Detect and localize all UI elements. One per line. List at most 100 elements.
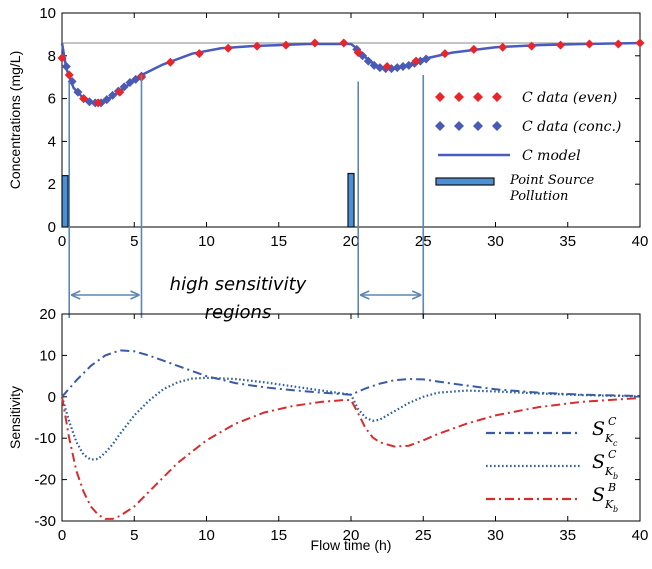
c-data-conc-point	[73, 87, 83, 97]
sensitivity-legend-sup: C	[608, 448, 617, 461]
concentration-y-tick-label: 4	[48, 133, 56, 150]
c-data-conc-point	[421, 54, 431, 64]
sensitivity-legend-sup: B	[607, 481, 616, 494]
legend-diamond	[454, 92, 464, 102]
s-kb-b-line	[61, 396, 641, 520]
concentration-x-tick-label: 10	[198, 233, 215, 250]
c-data-even-point	[310, 38, 320, 48]
sensitivity-region-markers	[68, 75, 425, 318]
s-kc-c-line	[61, 349, 641, 398]
c-data-conc-point	[398, 62, 408, 71]
sensitivity-axis-ticks: 0 5 10 15 20 25 30 35 40 -30 -20 -10 0 10 20	[34, 306, 648, 544]
c-data-conc-point	[392, 63, 402, 73]
c-data-conc-point	[61, 62, 71, 71]
concentration-series	[57, 38, 645, 108]
flow-time-x-axis-label: Flow time (h)	[311, 537, 392, 553]
concentration-x-tick-label: 0	[58, 233, 66, 250]
c-data-even-point	[440, 49, 450, 59]
concentration-x-tick-label: 40	[632, 233, 649, 250]
c-data-even-point	[252, 41, 262, 51]
legend-diamond	[492, 92, 502, 102]
c-data-even-point	[498, 42, 508, 52]
sensitivity-x-tick-label: 40	[632, 527, 649, 544]
legend-diamond	[454, 121, 464, 131]
c-data-even-point	[584, 39, 594, 49]
c-data-even-point	[556, 40, 566, 50]
sensitivity-y-tick-label: -20	[34, 472, 56, 489]
c-data-even-point	[382, 62, 392, 71]
region-arrowhead-left	[70, 290, 81, 300]
legend-diamond	[435, 92, 445, 102]
legend-label: C model	[522, 148, 581, 164]
sensitivity-legend-label: S	[592, 418, 605, 440]
sensitivity-legend-label: S	[592, 451, 605, 473]
sensitivity-x-tick-label: 15	[270, 527, 287, 544]
c-data-conc-point	[102, 95, 112, 105]
region-arrowhead-left	[359, 290, 370, 300]
point-source-bars	[61, 172, 355, 228]
point-source-bar	[61, 175, 69, 228]
c-data-even-point	[339, 38, 349, 48]
region-arrowhead-right	[411, 290, 422, 300]
c-data-even-point	[93, 98, 103, 108]
legend-label: C data (even)	[522, 90, 617, 106]
sensitivity-x-tick-label: 20	[343, 527, 360, 544]
concentration-x-tick-label: 15	[270, 233, 287, 250]
sensitivity-legend-sup: C	[608, 415, 617, 428]
concentration-x-tick-label: 5	[130, 233, 138, 250]
legend-diamond	[473, 121, 483, 131]
annotation-line-1: high sensitivity	[170, 274, 307, 295]
c-data-conc-point	[108, 90, 118, 100]
c-data-even-point	[194, 49, 204, 59]
c-data-even-point	[353, 48, 363, 58]
sensitivity-x-tick-label: 10	[198, 527, 215, 544]
sensitivity-x-tick-label: 25	[415, 527, 432, 544]
sensitivity-y-tick-label: -10	[34, 430, 56, 447]
sensitivity-legend-subsub: c	[613, 439, 618, 448]
c-data-even-point	[115, 87, 125, 97]
c-data-even-point	[79, 94, 89, 104]
sensitivity-legend-subsub: b	[613, 505, 618, 514]
c-data-even-point	[165, 57, 175, 67]
concentration-y-tick-label: 2	[48, 176, 56, 193]
sensitivity-y-tick-label: 10	[39, 347, 56, 364]
concentration-legend: C data (even) C data (conc.) C model Point …	[435, 90, 621, 204]
legend-bar-sample	[435, 177, 495, 186]
legend-label: C data (conc.)	[522, 119, 621, 135]
sensitivity-x-tick-label: 30	[487, 527, 504, 544]
c-data-conc-point	[363, 56, 373, 66]
c-data-even-point	[527, 41, 537, 51]
sensitivity-panel: 0 5 10 15 20 25 30 35 40 -30 -20 -10 0 10 20 Sensitivi…	[7, 306, 648, 553]
sensitivity-legend-sub: K	[604, 465, 614, 478]
c-data-even-point	[411, 56, 421, 66]
sensitivity-plot-frame	[61, 313, 641, 522]
sensitivity-y-axis-label: Sensitivity	[7, 386, 23, 449]
concentration-y-axis-label: Concentrations (mg/L)	[7, 51, 23, 190]
c-data-conc-point	[119, 82, 129, 92]
sensitivity-y-tick-label: 0	[48, 389, 56, 406]
sensitivity-legend-subsub: b	[613, 472, 618, 481]
concentration-y-tick-label: 8	[48, 48, 56, 65]
concentration-y-tick-label: 0	[48, 219, 56, 236]
concentration-x-tick-label: 20	[343, 233, 360, 250]
annotation-line-2: regions	[205, 302, 272, 323]
concentration-y-tick-label: 6	[48, 91, 56, 108]
legend-diamond	[492, 121, 502, 131]
c-data-even-point	[469, 44, 479, 54]
sensitivity-legend: S CK cS CK bS BK b	[486, 415, 618, 514]
point-source-bar	[347, 172, 355, 228]
sensitivity-legend-sub: K	[604, 498, 614, 511]
legend-diamond	[473, 92, 483, 102]
legend-label-line2: Pollution	[509, 189, 568, 204]
legend-diamond	[435, 121, 445, 131]
concentration-y-tick-label: 10	[39, 5, 56, 22]
sensitivity-y-tick-label: 20	[39, 306, 56, 323]
sensitivity-x-tick-label: 0	[58, 527, 66, 544]
c-data-even-point	[57, 53, 67, 63]
c-data-conc-point	[375, 63, 385, 73]
c-data-even-point	[635, 38, 645, 48]
concentration-x-tick-label: 30	[487, 233, 504, 250]
sensitivity-series	[60, 349, 641, 520]
